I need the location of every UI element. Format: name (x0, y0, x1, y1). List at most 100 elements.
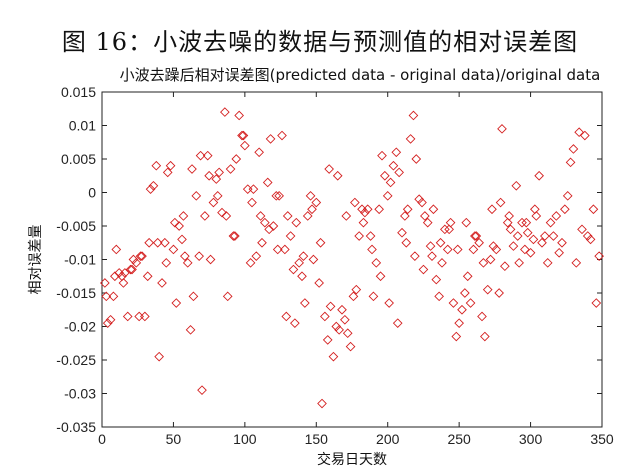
data-point (230, 231, 240, 241)
data-point (271, 191, 282, 201)
data-point (480, 331, 490, 342)
data-point (485, 254, 496, 265)
data-point (582, 231, 593, 241)
data-point (571, 258, 582, 268)
data-point (580, 130, 590, 141)
data-point (365, 231, 376, 241)
y-tick-label: 0.015 (61, 84, 96, 100)
x-tick-label: 0 (98, 431, 106, 447)
data-point (548, 231, 559, 241)
data-point (137, 251, 147, 261)
data-point (257, 237, 267, 248)
data-point (212, 191, 223, 201)
axis-ticks: 0 50 100 150 200 250 300 350 -0.035 -0.03 -0.025 -0… (56, 84, 614, 447)
data-point (214, 167, 224, 178)
data-point (394, 167, 404, 178)
data-point (307, 204, 317, 215)
data-point (260, 217, 270, 228)
data-point (560, 204, 570, 215)
data-point (468, 244, 479, 255)
data-point (511, 180, 522, 191)
data-point (200, 211, 210, 221)
data-point (144, 237, 154, 248)
data-point (134, 311, 144, 322)
x-tick-label: 150 (305, 431, 329, 447)
x-tick-label: 250 (447, 431, 471, 447)
data-point (440, 224, 450, 235)
data-point (237, 130, 247, 141)
data-point (285, 231, 296, 241)
data-point (152, 237, 163, 248)
data-point (101, 291, 112, 302)
data-point (208, 197, 219, 208)
data-point (577, 224, 587, 235)
data-point (401, 237, 412, 248)
data-point (302, 211, 313, 221)
data-point (160, 237, 170, 248)
y-tick-label: -0.005 (56, 218, 96, 234)
data-point (380, 170, 390, 181)
data-point (565, 157, 576, 168)
data-point (504, 211, 514, 221)
data-point (197, 385, 207, 395)
data-point (354, 231, 364, 241)
data-point (382, 191, 393, 201)
data-point (331, 321, 342, 332)
data-point (470, 231, 480, 241)
data-point (195, 150, 206, 161)
data-point (517, 217, 527, 228)
data-point (528, 234, 539, 245)
data-point (478, 258, 489, 268)
y-tick-label: -0.025 (56, 352, 96, 368)
data-point (588, 204, 599, 215)
data-point (188, 291, 199, 302)
data-point (111, 244, 122, 255)
data-point (294, 258, 304, 268)
data-point (435, 237, 446, 248)
y-tick-label: -0.015 (56, 285, 96, 301)
data-point (171, 298, 182, 308)
data-point (385, 177, 396, 188)
data-point (168, 244, 179, 255)
data-point (520, 244, 530, 255)
data-point (422, 217, 433, 228)
data-point (231, 154, 242, 164)
data-point (131, 258, 142, 268)
data-point (122, 311, 133, 322)
data-point (448, 298, 459, 308)
data-point (508, 241, 519, 251)
data-point (594, 251, 604, 261)
data-point (272, 244, 283, 255)
data-point (341, 211, 352, 221)
data-point (345, 341, 356, 352)
data-point (505, 224, 516, 235)
data-point (340, 314, 350, 325)
data-point (568, 144, 579, 154)
data-point (127, 264, 137, 275)
data-point (170, 217, 180, 228)
data-point (154, 351, 164, 362)
data-point (454, 318, 464, 328)
data-point (332, 170, 343, 181)
x-tick-label: 350 (590, 431, 614, 447)
data-point (461, 217, 472, 228)
data-point (297, 271, 307, 282)
x-tick-label: 100 (233, 431, 257, 447)
data-point (375, 271, 386, 282)
data-point (334, 325, 344, 335)
data-point (457, 304, 467, 315)
data-point (211, 174, 222, 184)
data-point (452, 244, 463, 255)
data-point (445, 217, 456, 228)
data-point (205, 254, 216, 265)
data-point (191, 191, 202, 201)
data-point (502, 217, 513, 228)
data-point (280, 244, 290, 255)
data-point (400, 211, 410, 221)
data-point (474, 237, 484, 248)
data-point (514, 258, 524, 268)
data-point (512, 231, 523, 241)
y-tick-label: -0.01 (64, 252, 96, 268)
data-point (585, 234, 596, 245)
data-point (222, 291, 233, 302)
